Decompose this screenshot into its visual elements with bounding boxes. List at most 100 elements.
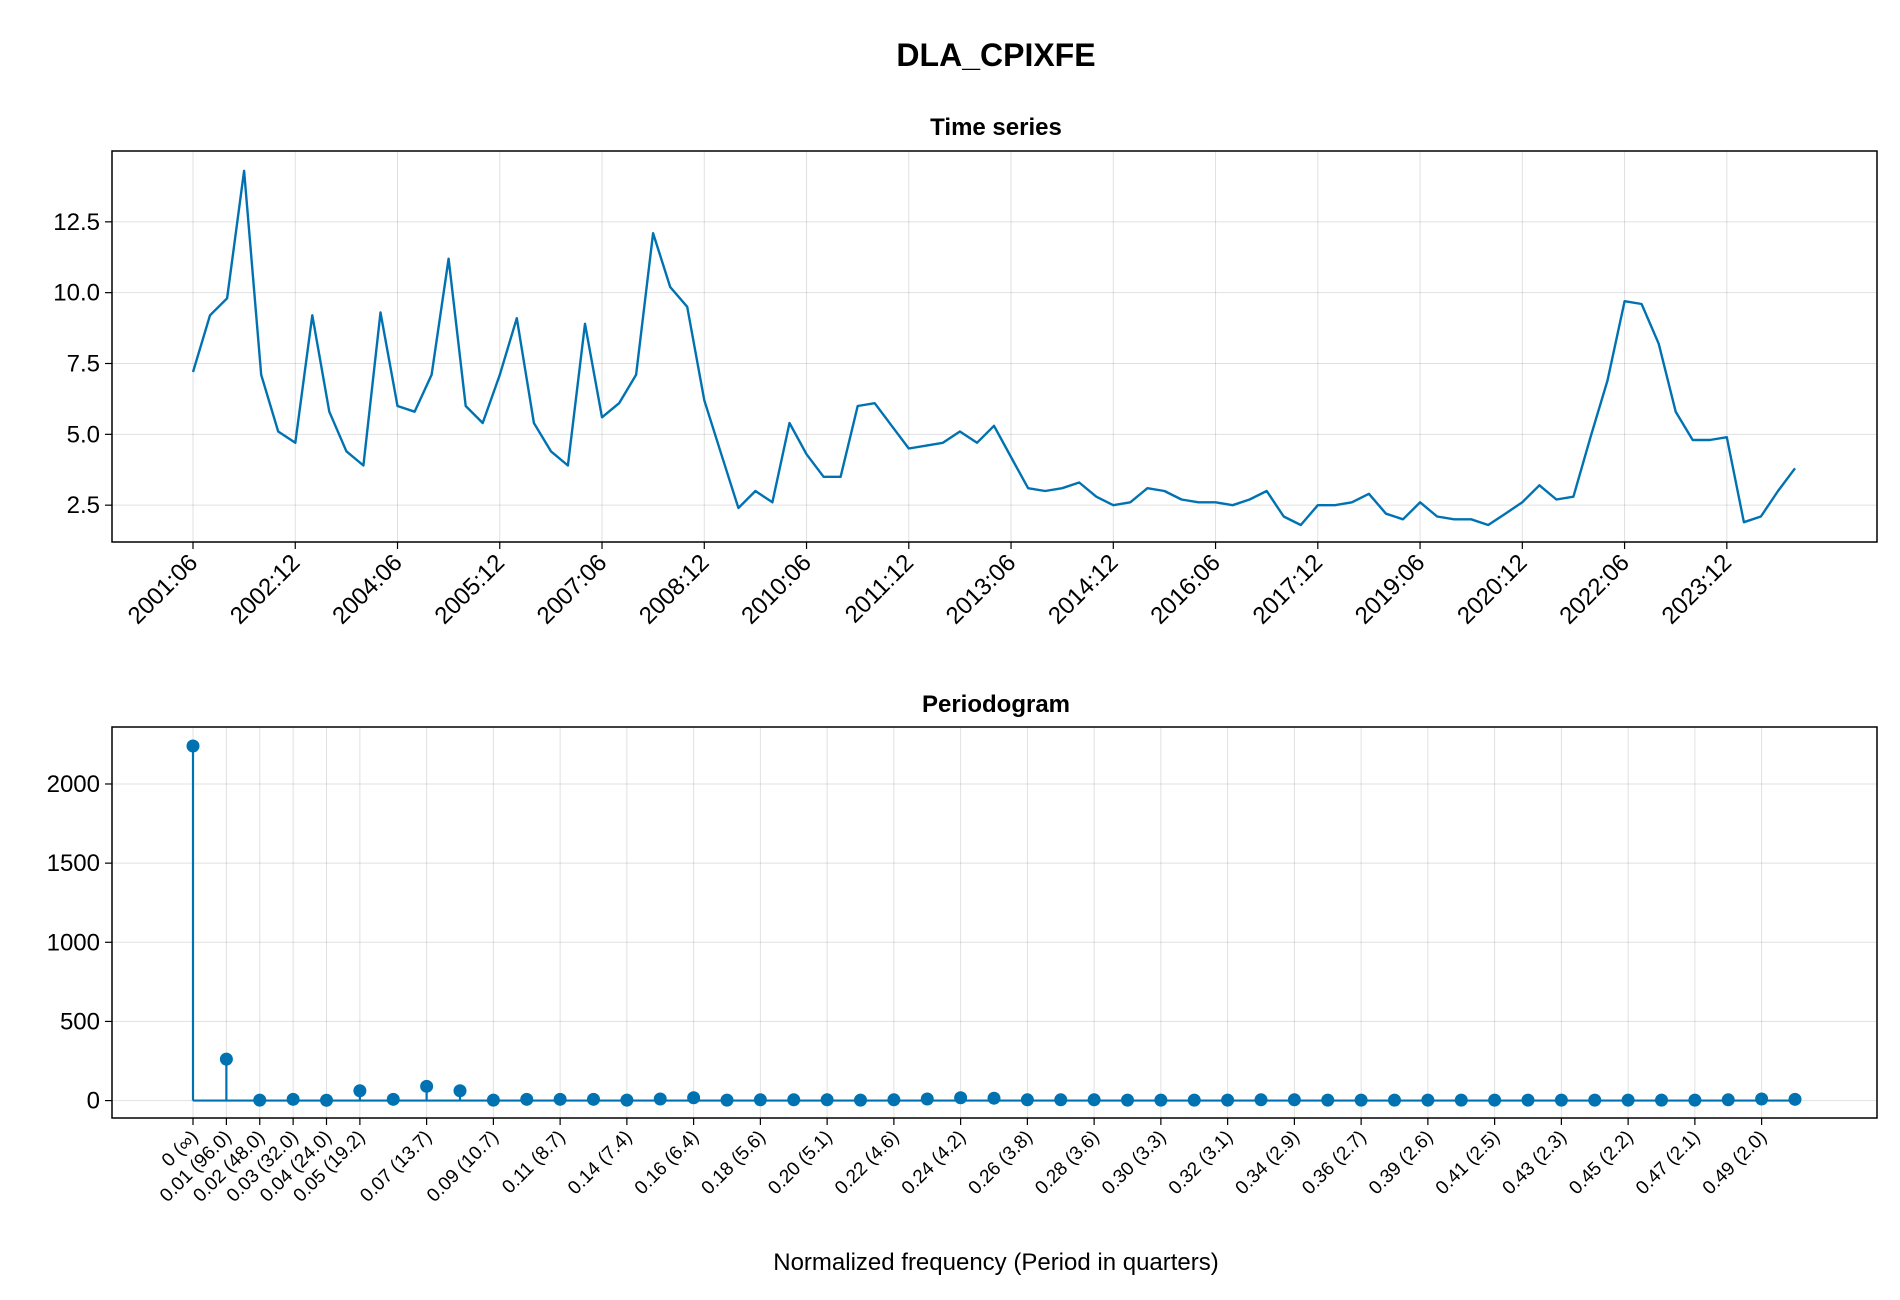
pg-point xyxy=(1388,1093,1401,1107)
ts-y-tick-label: 12.5 xyxy=(53,209,100,236)
pg-point xyxy=(1721,1093,1735,1107)
pg-y-tick-label: 0 xyxy=(87,1088,100,1115)
ts-x-tick-label: 2004:06 xyxy=(327,549,407,629)
pg-x-tick-label: 0.18 (5.6) xyxy=(698,1127,770,1199)
pg-x-tick-label: 0.49 (2.0) xyxy=(1699,1127,1771,1199)
ts-x-tick-label: 2016:06 xyxy=(1145,549,1225,629)
pg-point xyxy=(1788,1092,1802,1106)
ts-x-tick-label: 2017:12 xyxy=(1248,549,1328,629)
pg-point xyxy=(1254,1093,1268,1107)
pg-y-tick-label: 500 xyxy=(60,1008,100,1035)
ts-x-tick-label: 2022:06 xyxy=(1554,549,1634,629)
pg-point xyxy=(1020,1093,1034,1107)
time-series-data xyxy=(191,169,1796,527)
pg-point xyxy=(386,1092,400,1106)
ts-x-tick-label: 2014:12 xyxy=(1043,549,1123,629)
pg-point xyxy=(1354,1093,1368,1107)
pg-point xyxy=(1488,1093,1502,1107)
pg-point xyxy=(687,1091,701,1105)
periodogram-grid xyxy=(112,727,1877,1118)
pg-point xyxy=(1688,1093,1702,1107)
pg-point xyxy=(286,1092,300,1106)
chart-title: DLA_CPIXFE xyxy=(896,37,1095,73)
pg-point xyxy=(1054,1093,1068,1107)
periodogram-x-axis-label: Normalized frequency (Period in quarters… xyxy=(773,1249,1219,1276)
pg-x-tick-label: 0.22 (4.6) xyxy=(831,1127,903,1199)
pg-point xyxy=(720,1093,734,1107)
pg-point xyxy=(920,1092,934,1106)
ts-x-tick-label: 2007:06 xyxy=(532,549,612,629)
pg-point xyxy=(486,1093,500,1107)
pg-x-tick-label: 0.34 (2.9) xyxy=(1232,1127,1304,1199)
time-series-title: Time series xyxy=(930,114,1062,141)
pg-point xyxy=(753,1093,767,1107)
pg-x-tick-label: 0.41 (2.5) xyxy=(1432,1127,1504,1199)
ts-x-tick-label: 2023:12 xyxy=(1657,549,1737,629)
pg-point xyxy=(653,1092,667,1106)
pg-point xyxy=(1621,1093,1635,1107)
pg-x-tick-label: 0.14 (7.4) xyxy=(564,1127,636,1199)
pg-x-tick-label: 0.09 (10.7) xyxy=(423,1127,503,1207)
pg-x-tick-label: 0.39 (2.6) xyxy=(1365,1127,1437,1199)
pg-x-tick-label: 0.36 (2.7) xyxy=(1298,1127,1370,1199)
periodogram-data xyxy=(186,739,1802,1107)
pg-point xyxy=(820,1093,834,1107)
ts-x-tick-label: 2005:12 xyxy=(430,549,510,629)
pg-point xyxy=(320,1093,333,1107)
ts-series-line xyxy=(191,169,1796,527)
time-series-grid xyxy=(112,151,1877,542)
pg-x-tick-label: 0.24 (4.2) xyxy=(898,1127,970,1199)
pg-point xyxy=(1287,1093,1301,1107)
pg-point xyxy=(1655,1093,1668,1107)
pg-point xyxy=(1154,1093,1168,1107)
time-series-frame xyxy=(111,150,1878,543)
pg-point xyxy=(1121,1093,1134,1107)
ts-y-tick-label: 5.0 xyxy=(67,421,100,448)
ts-x-tick-label: 2011:12 xyxy=(840,549,919,628)
pg-point xyxy=(219,1052,233,1066)
pg-x-tick-label: 0.30 (3.3) xyxy=(1098,1127,1170,1199)
periodogram-title: Periodogram xyxy=(922,691,1070,718)
pg-point xyxy=(420,1079,434,1093)
pg-x-tick-label: 0.07 (13.7) xyxy=(356,1127,436,1207)
pg-point xyxy=(253,1093,267,1107)
pg-x-tick-label: 0.11 (8.7) xyxy=(498,1127,569,1198)
pg-point xyxy=(520,1092,534,1106)
ts-x-tick-label: 2001:06 xyxy=(123,549,203,629)
pg-point xyxy=(954,1091,968,1105)
pg-x-tick-label: 0.16 (6.4) xyxy=(631,1127,703,1199)
pg-point xyxy=(854,1093,867,1107)
pg-point xyxy=(1755,1092,1769,1106)
periodogram-ticks: 0 (∞)0.01 (96.0)0.02 (48.0)0.03 (32.0)0.… xyxy=(47,771,1772,1207)
pg-point xyxy=(620,1093,634,1107)
pg-point xyxy=(1421,1093,1435,1107)
time-series-ticks: 2001:06 2002:12 2004:06 2005:12 2007:06 2008:… xyxy=(53,209,1737,630)
pg-point xyxy=(453,1084,467,1098)
pg-point xyxy=(186,739,200,753)
ts-y-tick-label: 10.0 xyxy=(53,280,100,307)
pg-point xyxy=(1321,1093,1335,1107)
pg-x-tick-label: 0.47 (2.1) xyxy=(1632,1127,1704,1199)
ts-x-tick-label: 2013:06 xyxy=(941,549,1021,629)
pg-x-tick-label: 0.32 (3.1) xyxy=(1165,1127,1237,1199)
pg-x-tick-label: 0.43 (2.3) xyxy=(1499,1127,1571,1199)
ts-x-tick-label: 2002:12 xyxy=(225,549,305,629)
time-series-panel: Time series 2001:06 2002:12 2004:06 2005:12… xyxy=(53,114,1878,630)
pg-point xyxy=(1454,1093,1468,1107)
ts-x-tick-label: 2019:06 xyxy=(1350,549,1430,629)
pg-point xyxy=(1187,1093,1201,1107)
pg-point xyxy=(1221,1093,1235,1107)
pg-point xyxy=(353,1084,367,1098)
pg-x-tick-label: 0.28 (3.6) xyxy=(1031,1127,1103,1199)
pg-point xyxy=(787,1093,801,1107)
pg-point xyxy=(987,1091,1001,1105)
pg-point xyxy=(553,1092,567,1106)
ts-y-tick-label: 7.5 xyxy=(67,351,100,378)
periodogram-frame xyxy=(111,726,1878,1119)
pg-x-tick-label: 0.45 (2.2) xyxy=(1565,1127,1637,1199)
ts-y-tick-label: 2.5 xyxy=(67,492,100,519)
pg-point xyxy=(1087,1093,1101,1107)
periodogram-panel: Periodogram 0 (∞)0.01 (96.0)0.02 (48.0)0… xyxy=(47,691,1878,1276)
ts-x-tick-label: 2008:12 xyxy=(634,549,714,629)
